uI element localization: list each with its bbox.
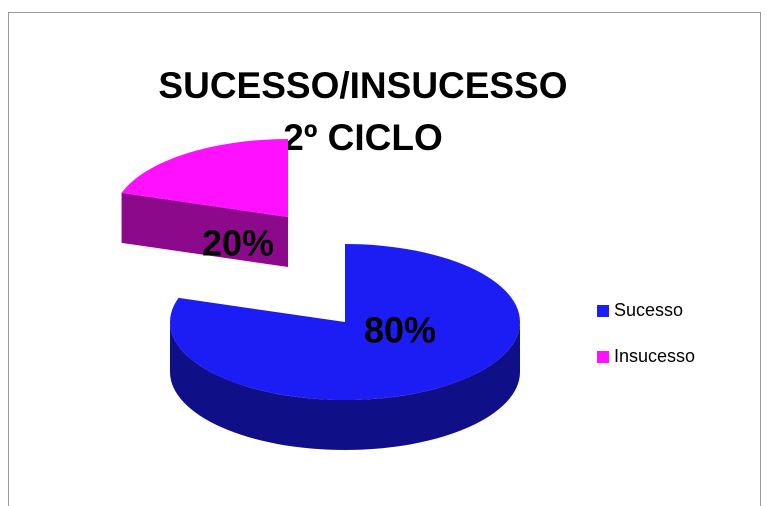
slice-side [170,322,520,450]
legend-swatch [597,305,609,317]
chart-frame [8,12,761,506]
chart-title: 2º CICLO [283,117,442,158]
legend-label: Insucesso [614,346,695,366]
pie-slice [170,244,520,400]
legend-swatch [597,351,609,363]
chart-title: SUCESSO/INSUCESSO [158,65,567,106]
slice-side [121,192,288,267]
data-label: 20% [202,223,274,264]
pie-slice [121,139,288,217]
data-label: 80% [364,310,436,351]
legend-label: Sucesso [614,300,683,320]
